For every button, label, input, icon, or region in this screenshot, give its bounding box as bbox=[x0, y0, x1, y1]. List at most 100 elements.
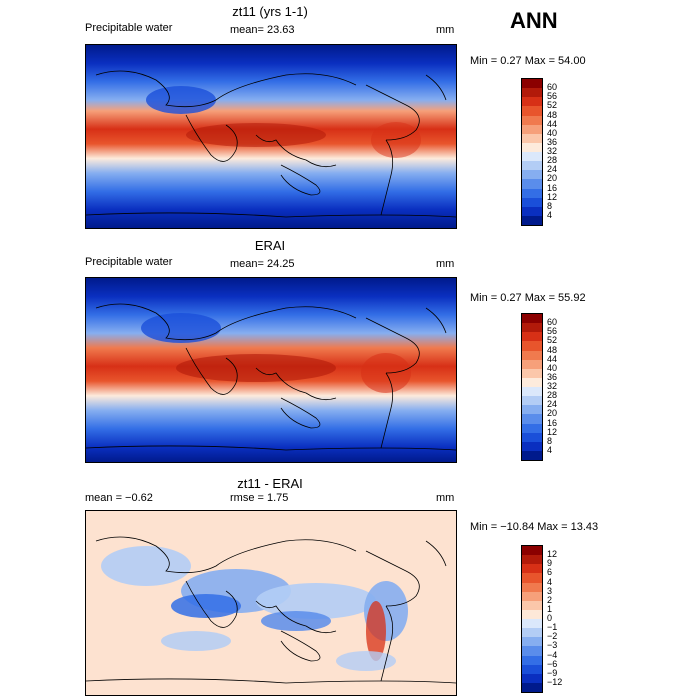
colorbar-tick-label: −9 bbox=[547, 667, 558, 678]
colorbar-tick-label: 1 bbox=[547, 603, 553, 614]
panel-1-colorbar bbox=[521, 78, 543, 226]
panel-2-map bbox=[85, 277, 457, 463]
colorbar-segment bbox=[522, 555, 542, 565]
colorbar-tick-label: 56 bbox=[547, 91, 558, 102]
colorbar-segment bbox=[522, 115, 542, 125]
panel-2-map-field bbox=[86, 278, 456, 462]
colorbar-tick-label: 4 bbox=[547, 576, 553, 587]
colorbar-tick-label: 16 bbox=[547, 182, 558, 193]
colorbar-tick-label: 8 bbox=[547, 435, 553, 446]
colorbar-tick-label: 9 bbox=[547, 558, 553, 569]
colorbar-segment bbox=[522, 396, 542, 406]
panel-1-map-field bbox=[86, 45, 456, 228]
colorbar-segment bbox=[522, 441, 542, 451]
panel-2-variable-label: Precipitable water bbox=[85, 256, 173, 268]
panel-2-mean-label: mean= 24.25 bbox=[230, 258, 295, 270]
panel-3-title: zt11 - ERAI bbox=[237, 476, 303, 491]
colorbar-tick-label: 20 bbox=[547, 408, 558, 419]
colorbar-tick-label: 6 bbox=[547, 567, 553, 578]
colorbar-segment bbox=[522, 377, 542, 387]
colorbar-tick-label: −3 bbox=[547, 640, 558, 651]
colorbar-segment bbox=[522, 124, 542, 134]
colorbar-segment bbox=[522, 600, 542, 610]
colorbar-tick-label: 44 bbox=[547, 118, 558, 129]
colorbar-segment bbox=[522, 628, 542, 638]
colorbar-tick-label: 52 bbox=[547, 100, 558, 111]
panel-2-colorbar bbox=[521, 313, 543, 461]
colorbar-segment bbox=[522, 646, 542, 656]
panel-2-minmax: Min = 0.27 Max = 55.92 bbox=[470, 292, 586, 304]
panel-1-units: mm bbox=[436, 24, 455, 36]
colorbar-tick-label: 8 bbox=[547, 200, 553, 211]
panel-1-variable-label: Precipitable water bbox=[85, 22, 173, 34]
colorbar-tick-label: −12 bbox=[547, 676, 563, 687]
colorbar-segment bbox=[522, 609, 542, 619]
colorbar-segment bbox=[522, 573, 542, 583]
colorbar-segment bbox=[522, 170, 542, 180]
colorbar-segment bbox=[522, 106, 542, 116]
colorbar-segment bbox=[522, 350, 542, 360]
colorbar-tick-label: 28 bbox=[547, 155, 558, 166]
colorbar-segment bbox=[522, 619, 542, 629]
colorbar-segment bbox=[522, 188, 542, 198]
colorbar-tick-label: −2 bbox=[547, 631, 558, 642]
colorbar-tick-label: 4 bbox=[547, 209, 553, 220]
colorbar-tick-label: 52 bbox=[547, 335, 558, 346]
colorbar-segment bbox=[522, 197, 542, 207]
panel-3-map bbox=[85, 510, 457, 696]
panel-1-title: zt11 (yrs 1-1) bbox=[232, 4, 308, 19]
colorbar-segment bbox=[522, 215, 542, 225]
colorbar-tick-label: 24 bbox=[547, 164, 558, 175]
season-label: ANN bbox=[510, 8, 558, 33]
colorbar-tick-label: 36 bbox=[547, 371, 558, 382]
colorbar-tick-label: 28 bbox=[547, 390, 558, 401]
colorbar-segment bbox=[522, 450, 542, 460]
colorbar-segment bbox=[522, 405, 542, 415]
colorbar-segment bbox=[522, 142, 542, 152]
colorbar-segment bbox=[522, 133, 542, 143]
colorbar-segment bbox=[522, 673, 542, 683]
colorbar-tick-label: 12 bbox=[547, 191, 558, 202]
colorbar-tick-label: 40 bbox=[547, 362, 558, 373]
colorbar-tick-label: −4 bbox=[547, 649, 558, 660]
colorbar-segment bbox=[522, 79, 542, 89]
colorbar-tick-label: −1 bbox=[547, 622, 558, 633]
colorbar-tick-label: 32 bbox=[547, 146, 558, 156]
colorbar-segment bbox=[522, 546, 542, 556]
colorbar-tick-label: 12 bbox=[547, 549, 558, 560]
colorbar-segment bbox=[522, 664, 542, 674]
colorbar-tick-label: 20 bbox=[547, 173, 558, 184]
panel-3-minmax: Min = −10.84 Max = 13.43 bbox=[470, 521, 599, 533]
colorbar-tick-label: 48 bbox=[547, 344, 558, 355]
colorbar-tick-label: 44 bbox=[547, 353, 558, 364]
colorbar-tick-label: 0 bbox=[547, 613, 553, 623]
colorbar-tick-label: 4 bbox=[547, 444, 553, 455]
panel-3-colorbar bbox=[521, 545, 543, 693]
colorbar-segment bbox=[522, 152, 542, 162]
colorbar-tick-label: 3 bbox=[547, 585, 553, 596]
colorbar-segment bbox=[522, 341, 542, 351]
panel-2-units: mm bbox=[436, 258, 455, 270]
panel-1-mean-label: mean= 23.63 bbox=[230, 24, 295, 36]
colorbar-segment bbox=[522, 88, 542, 98]
panel-1-minmax: Min = 0.27 Max = 54.00 bbox=[470, 55, 586, 67]
colorbar-segment bbox=[522, 637, 542, 647]
colorbar-segment bbox=[522, 314, 542, 324]
colorbar-segment bbox=[522, 161, 542, 171]
colorbar-segment bbox=[522, 582, 542, 592]
colorbar-tick-label: 56 bbox=[547, 326, 558, 337]
colorbar-segment bbox=[522, 564, 542, 574]
colorbar-tick-label: 40 bbox=[547, 127, 558, 138]
colorbar-tick-label: 48 bbox=[547, 109, 558, 120]
colorbar-segment bbox=[522, 97, 542, 107]
panel-1-map bbox=[85, 44, 457, 229]
panel-2-title: ERAI bbox=[254, 238, 286, 253]
colorbar-segment bbox=[522, 359, 542, 369]
colorbar-segment bbox=[522, 432, 542, 442]
panel-3-mean-label: mean = −0.62 bbox=[85, 492, 153, 504]
colorbar-tick-label: 16 bbox=[547, 417, 558, 428]
colorbar-segment bbox=[522, 423, 542, 433]
colorbar-segment bbox=[522, 323, 542, 333]
panel-3-rmse-label: rmse = 1.75 bbox=[230, 492, 289, 504]
colorbar-tick-label: 60 bbox=[547, 317, 558, 328]
